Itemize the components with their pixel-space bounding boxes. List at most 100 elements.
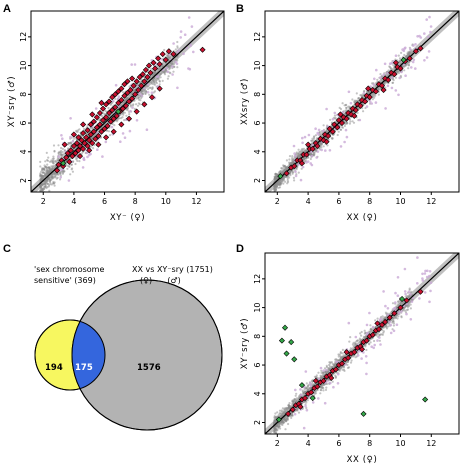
- background-point: [287, 180, 290, 184]
- background-point: [41, 168, 44, 171]
- background-outlier-point: [336, 382, 340, 385]
- background-point: [155, 78, 158, 82]
- background-point: [290, 414, 293, 417]
- background-outlier-point: [410, 66, 413, 69]
- background-outlier-point: [324, 149, 327, 152]
- background-point: [309, 386, 312, 390]
- background-outlier-point: [394, 89, 398, 92]
- background-point: [362, 335, 365, 338]
- background-outlier-point: [394, 54, 398, 57]
- background-point: [336, 358, 339, 362]
- highlight-point: [352, 107, 359, 114]
- background-outlier-point: [390, 76, 394, 79]
- y-tick-label: 12: [253, 274, 262, 284]
- background-outlier-point: [333, 111, 337, 115]
- background-point: [351, 120, 354, 123]
- venn-left-label-line1: 'sex chromosome: [34, 265, 104, 274]
- background-point: [273, 188, 276, 191]
- x-tick-label: 2: [41, 197, 46, 206]
- highlight-point: [132, 91, 139, 98]
- background-point: [42, 183, 45, 186]
- background-point: [333, 114, 337, 117]
- background-outlier-point: [347, 90, 351, 94]
- background-point: [167, 56, 170, 60]
- background-point: [304, 149, 307, 152]
- background-outlier-point: [112, 99, 115, 103]
- highlight-point: [76, 153, 84, 160]
- background-point: [78, 160, 81, 163]
- highlight-point: [118, 85, 125, 92]
- background-point: [52, 144, 56, 147]
- background-outlier-point: [317, 397, 320, 400]
- background-outlier-point: [396, 276, 400, 279]
- background-point: [43, 187, 46, 190]
- highlight-point: [372, 88, 379, 95]
- background-point: [158, 67, 161, 71]
- background-outlier-point: [375, 68, 378, 72]
- background-point: [349, 347, 352, 350]
- background-outlier-point: [421, 279, 425, 282]
- highlight-point: [115, 99, 122, 106]
- highlight-point: [155, 55, 162, 62]
- background-point: [152, 83, 155, 86]
- highlight-point: [70, 143, 77, 150]
- highlight-point: [81, 140, 88, 147]
- background-outlier-point: [332, 385, 335, 389]
- background-point: [377, 93, 380, 96]
- background-point: [59, 171, 62, 175]
- background-outlier-point: [394, 291, 397, 295]
- highlight-point: [343, 349, 350, 356]
- background-point: [275, 173, 278, 176]
- background-point: [75, 158, 78, 161]
- background-point: [50, 183, 54, 186]
- background-point: [40, 194, 42, 196]
- background-point: [39, 160, 42, 163]
- background-point: [46, 163, 49, 166]
- background-point: [281, 407, 284, 410]
- x-tick-label: 8: [367, 439, 372, 448]
- highlight-point: [109, 107, 116, 114]
- highlight-point: [329, 128, 336, 135]
- background-point: [48, 166, 51, 169]
- background-point: [378, 333, 381, 336]
- highlight-point: [326, 125, 333, 132]
- background-point: [322, 389, 325, 392]
- background-outlier-point: [390, 86, 394, 90]
- background-point: [76, 159, 79, 162]
- highlight-point: [142, 66, 149, 73]
- background-point: [322, 387, 325, 390]
- background-point: [143, 89, 146, 92]
- y-tick-label: 6: [253, 121, 262, 126]
- background-point: [407, 53, 410, 56]
- background-point: [338, 368, 342, 371]
- highlight-point: [375, 81, 382, 88]
- background-point: [339, 128, 342, 131]
- background-point: [407, 67, 410, 70]
- highlight-point: [382, 318, 389, 325]
- background-outlier-point: [156, 75, 160, 78]
- highlight-point: [72, 150, 79, 157]
- background-outlier-point: [114, 83, 118, 87]
- background-outlier-point: [379, 343, 382, 346]
- background-outlier-point: [150, 91, 154, 94]
- background-outlier-point: [407, 290, 411, 294]
- background-point: [53, 184, 56, 187]
- background-point: [162, 64, 165, 68]
- background-point: [345, 106, 348, 110]
- background-point: [166, 77, 169, 80]
- background-point: [313, 383, 316, 386]
- x-tick-label: 4: [71, 197, 76, 206]
- highlight-point: [127, 86, 134, 94]
- background-point: [349, 120, 352, 123]
- background-outlier-point: [179, 36, 182, 39]
- background-outlier-point: [311, 143, 315, 147]
- background-outlier-point: [409, 48, 412, 51]
- background-point: [42, 175, 45, 179]
- background-point: [159, 72, 163, 75]
- highlight-point: [334, 124, 341, 131]
- background-outlier-point: [309, 384, 313, 387]
- background-point: [337, 130, 340, 133]
- background-outlier-point: [69, 117, 72, 120]
- background-point: [398, 57, 402, 60]
